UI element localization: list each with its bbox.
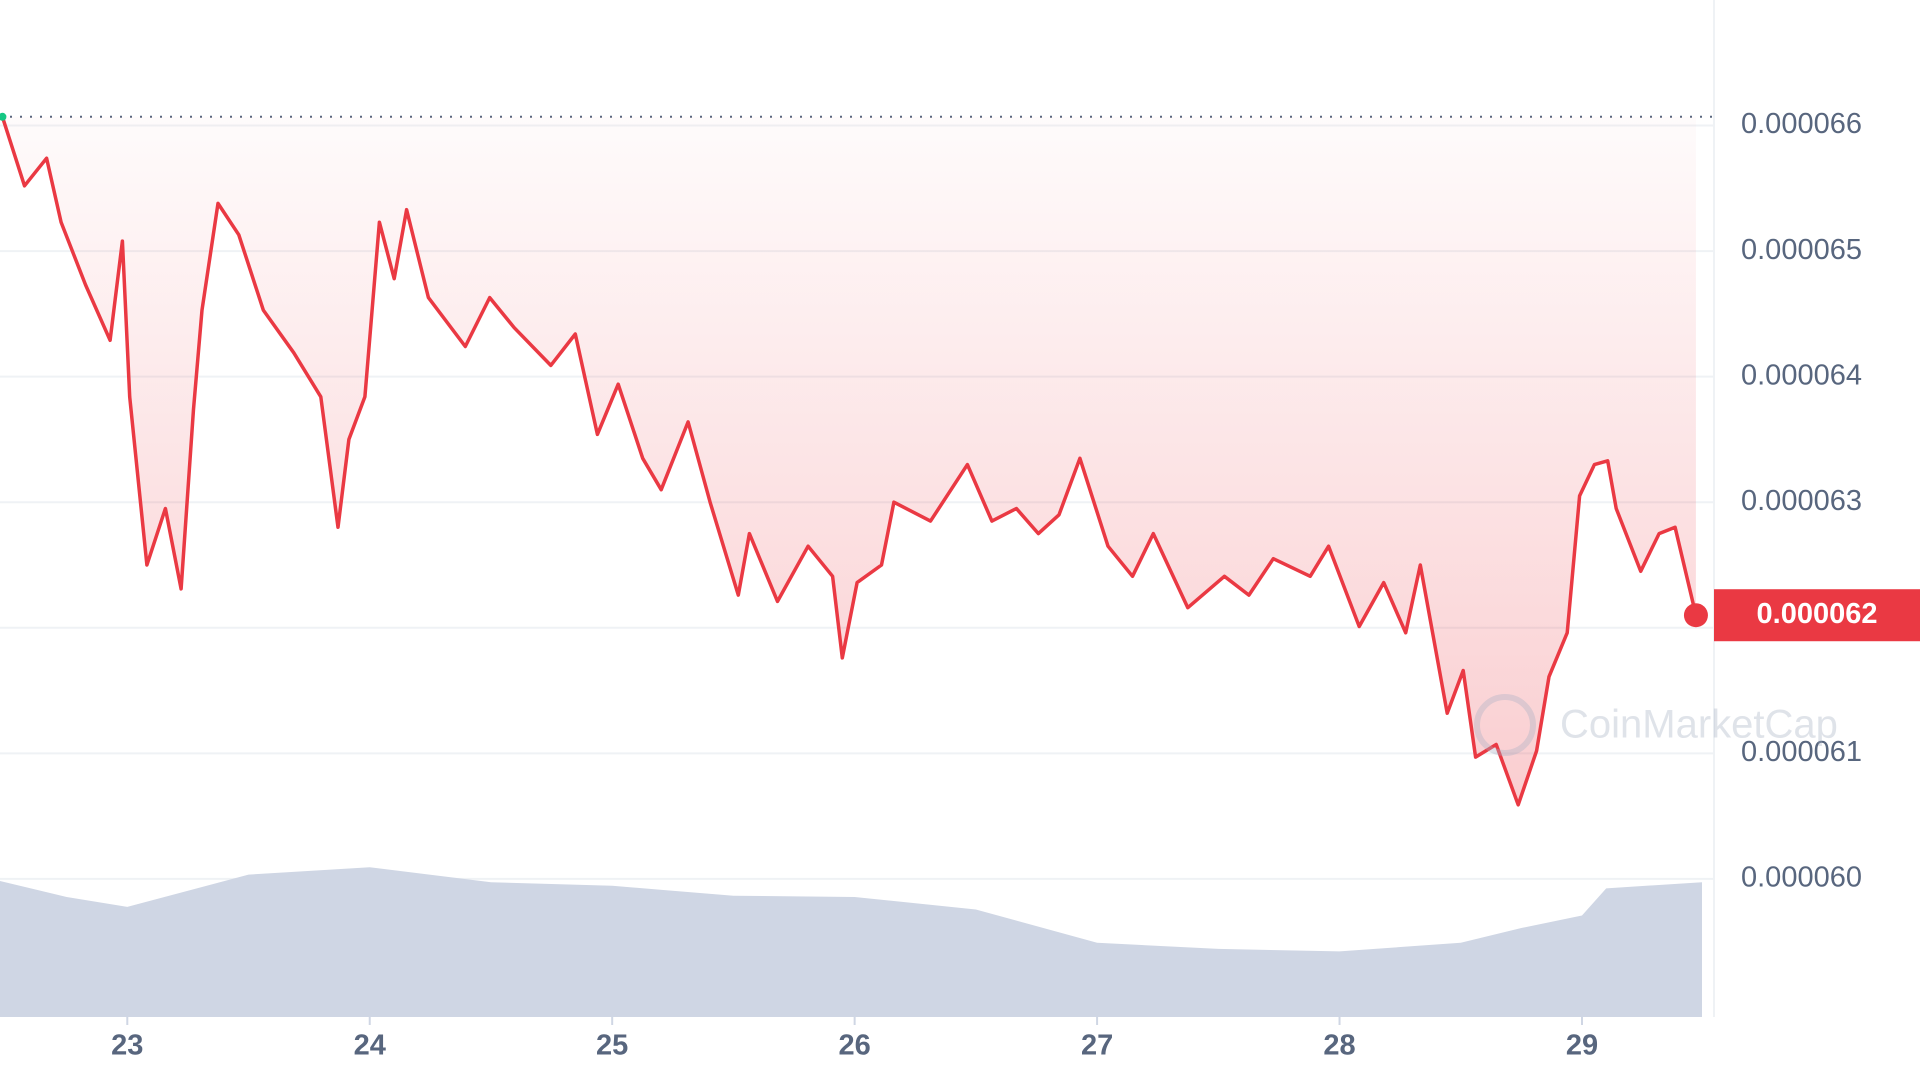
y-tick-label: 0.000065 — [1741, 234, 1862, 266]
x-tick-label: 27 — [1081, 1030, 1113, 1062]
last-price-label: 0.000062 — [1757, 598, 1878, 630]
start-dot — [0, 112, 7, 121]
watermark-logo — [1474, 694, 1536, 756]
volume-area — [0, 867, 1702, 1017]
y-tick-label: 0.000061 — [1741, 736, 1862, 768]
price-fill — [2, 116, 1696, 805]
last-price-box — [1714, 589, 1920, 642]
x-tick-label: 24 — [354, 1030, 386, 1062]
x-tick-label: 26 — [839, 1030, 871, 1062]
x-tick-label: 23 — [111, 1030, 143, 1062]
last-price-dot — [1683, 603, 1708, 628]
price-line — [0, 116, 1698, 807]
x-tick-label: 29 — [1566, 1030, 1598, 1062]
x-tick-label: 28 — [1323, 1030, 1355, 1062]
watermark-group: CoinMarketCap — [1474, 694, 1838, 756]
x-tick-label: 25 — [596, 1030, 628, 1062]
y-tick-label: 0.000060 — [1741, 862, 1862, 894]
watermark: CoinMarketCap — [1560, 703, 1838, 747]
y-tick-label: 0.000063 — [1741, 485, 1862, 517]
y-tick-label: 0.000066 — [1741, 108, 1862, 140]
y-tick-label: 0.000064 — [1741, 359, 1862, 391]
